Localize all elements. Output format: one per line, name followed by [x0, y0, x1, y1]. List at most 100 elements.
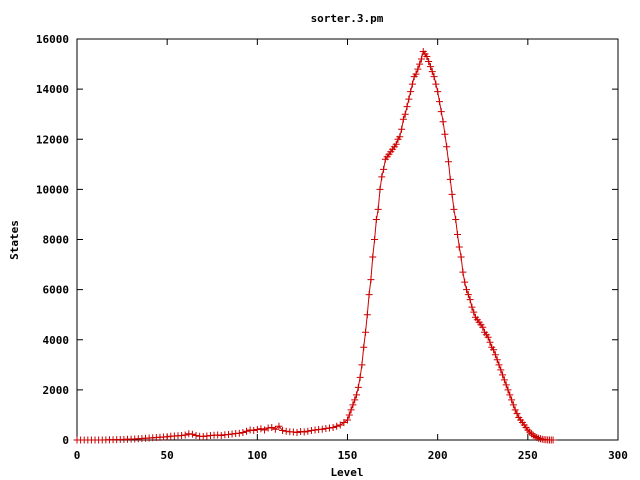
data-point: [549, 436, 557, 444]
data-point: [513, 410, 521, 418]
data-point: [396, 133, 404, 141]
data-point: [399, 115, 407, 123]
x-tick-label: 200: [428, 449, 448, 462]
data-point: [372, 215, 380, 223]
data-point: [178, 431, 186, 439]
data-point: [531, 432, 539, 440]
y-tick-label: 14000: [36, 83, 69, 96]
data-point: [486, 338, 494, 346]
data-point: [405, 95, 413, 103]
data-point: [484, 333, 492, 341]
data-point: [454, 230, 462, 238]
data-point: [304, 427, 312, 435]
data-point: [360, 343, 368, 351]
data-point: [282, 427, 290, 435]
chart-title: sorter.3.pm: [311, 12, 384, 25]
data-point: [526, 428, 534, 436]
data-point: [376, 185, 384, 193]
data-point: [437, 108, 445, 116]
y-tick-label: 2000: [43, 384, 70, 397]
y-tick-label: 6000: [43, 284, 70, 297]
data-point: [452, 215, 460, 223]
data-point: [271, 425, 279, 433]
data-point: [181, 431, 189, 439]
data-point: [217, 431, 225, 439]
data-point: [529, 431, 537, 439]
data-point: [214, 431, 222, 439]
x-axis-label: Level: [330, 466, 363, 479]
data-point: [441, 130, 449, 138]
data-point: [479, 323, 487, 331]
data-point: [300, 428, 308, 436]
data-point: [367, 276, 375, 284]
data-point: [497, 366, 505, 374]
data-point: [228, 430, 236, 438]
data-point: [500, 376, 508, 384]
data-point: [354, 383, 362, 391]
data-point: [439, 118, 447, 126]
data-point: [253, 425, 261, 433]
data-point: [536, 435, 544, 443]
series-line: [77, 50, 554, 441]
data-point: [392, 140, 400, 148]
data-point: [450, 205, 458, 213]
data-point: [430, 73, 438, 81]
data-point: [297, 427, 305, 435]
data-point: [163, 433, 171, 441]
y-tick-label: 10000: [36, 183, 69, 196]
data-point: [490, 346, 498, 354]
data-point: [502, 381, 510, 389]
data-point: [535, 434, 543, 442]
data-point: [378, 173, 386, 181]
data-point: [461, 278, 469, 286]
x-tick-label: 50: [161, 449, 174, 462]
data-point: [446, 175, 454, 183]
data-point: [423, 53, 431, 61]
data-point: [293, 428, 301, 436]
data-point: [351, 396, 359, 404]
data-point: [533, 433, 541, 441]
data-point: [362, 328, 370, 336]
data-point: [509, 401, 517, 409]
data-point: [511, 406, 519, 414]
data-point: [188, 430, 196, 438]
y-tick-label: 12000: [36, 133, 69, 146]
data-point: [416, 60, 424, 68]
data-point: [340, 418, 348, 426]
data-point: [493, 356, 501, 364]
data-point: [239, 428, 247, 436]
data-point: [322, 424, 330, 432]
data-point: [398, 125, 406, 133]
data-point: [371, 236, 379, 243]
data-point: [365, 291, 373, 299]
y-tick-label: 8000: [43, 234, 70, 247]
data-point: [356, 373, 364, 381]
data-point: [363, 311, 371, 319]
data-point: [329, 423, 337, 431]
data-point: [470, 308, 478, 316]
data-point: [192, 431, 200, 439]
data-point: [250, 426, 258, 434]
data-point: [414, 65, 422, 73]
x-tick-label: 250: [518, 449, 538, 462]
data-point: [345, 411, 353, 419]
data-point: [185, 430, 193, 438]
data-point: [268, 423, 276, 431]
data-point: [333, 422, 341, 430]
data-point: [434, 88, 442, 96]
data-point: [466, 296, 474, 304]
data-point: [408, 80, 416, 88]
data-point: [369, 253, 377, 261]
data-point: [311, 426, 319, 434]
data-point: [491, 351, 499, 359]
data-point: [325, 424, 333, 432]
data-point: [203, 432, 211, 440]
y-tick-label: 0: [62, 434, 69, 447]
data-point: [403, 103, 411, 111]
data-point: [344, 416, 351, 424]
data-point: [463, 286, 471, 294]
data-point: [243, 427, 251, 435]
data-point: [199, 432, 207, 440]
x-axis: 0 50 100 150 200 250 300: [74, 39, 628, 462]
